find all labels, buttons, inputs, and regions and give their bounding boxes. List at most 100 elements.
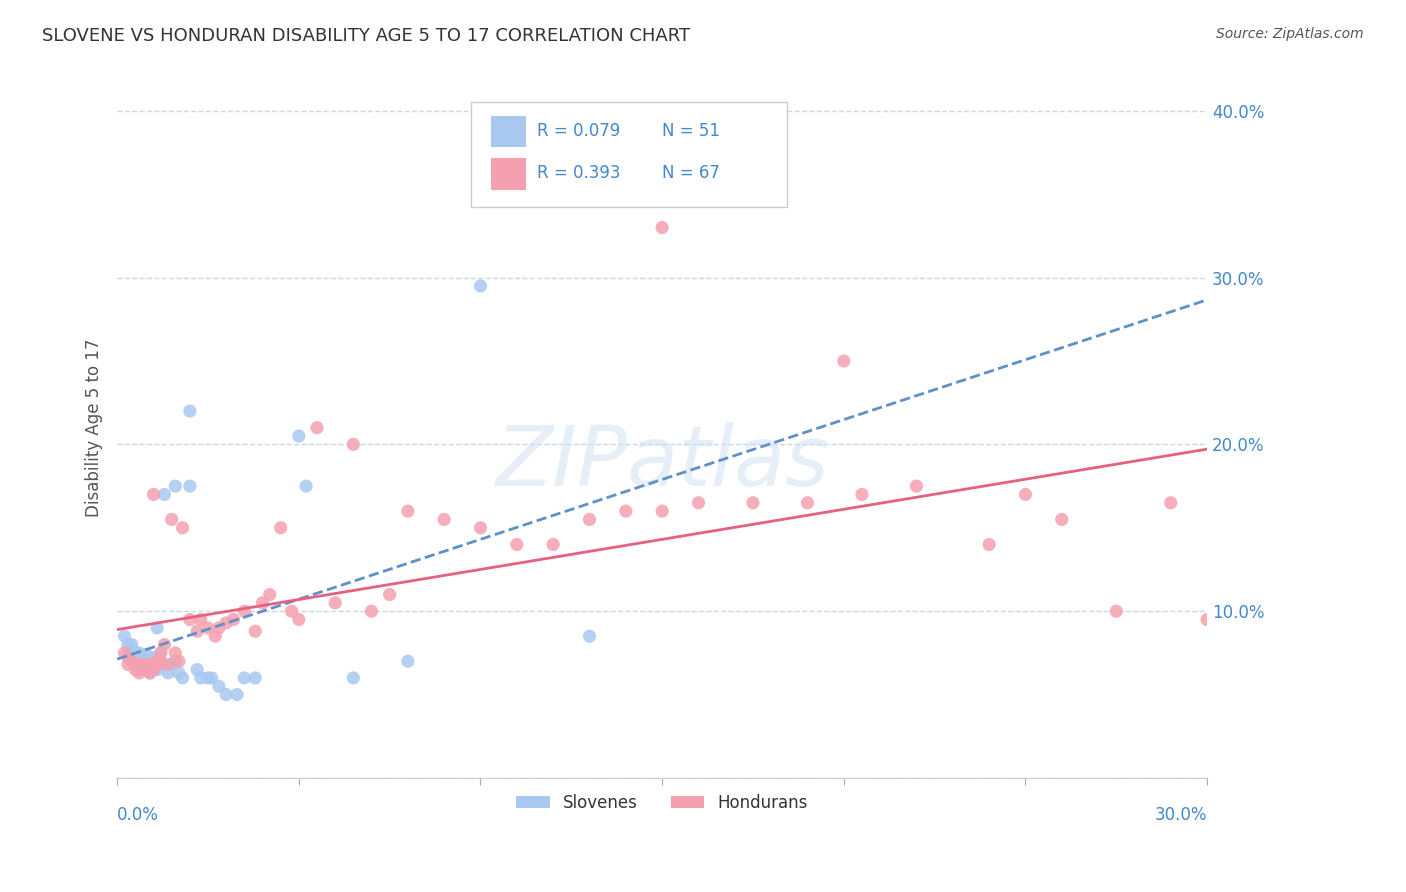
Text: 30.0%: 30.0%: [1154, 806, 1208, 824]
Point: [135, 648, 157, 662]
Point: [160, 657, 183, 672]
Point: [208, 621, 231, 635]
Text: ZIPatlas: ZIPatlas: [495, 422, 830, 503]
Point: [305, 421, 328, 435]
Point: [146, 621, 169, 635]
Point: [153, 638, 176, 652]
Point: [201, 671, 224, 685]
Point: [124, 657, 146, 672]
Point: [396, 654, 419, 668]
Point: [186, 663, 208, 677]
Point: [280, 604, 302, 618]
Bar: [491, 116, 526, 147]
Point: [470, 521, 492, 535]
Point: [142, 651, 165, 665]
Point: [165, 479, 187, 493]
Point: [165, 646, 187, 660]
Point: [1160, 496, 1182, 510]
Point: [245, 671, 267, 685]
Point: [541, 537, 564, 551]
Point: [252, 596, 274, 610]
Point: [190, 613, 212, 627]
Point: [215, 688, 238, 702]
Y-axis label: Disability Age 5 to 17: Disability Age 5 to 17: [86, 338, 103, 517]
Point: [433, 512, 456, 526]
Point: [121, 638, 143, 652]
Point: [506, 537, 529, 551]
Point: [146, 663, 169, 677]
Text: N = 51: N = 51: [662, 122, 720, 140]
Point: [578, 629, 600, 643]
Point: [832, 354, 855, 368]
Point: [114, 646, 136, 660]
Point: [905, 479, 928, 493]
Point: [179, 404, 201, 418]
Point: [142, 663, 165, 677]
Point: [121, 654, 143, 668]
Point: [139, 654, 162, 668]
Point: [157, 665, 180, 680]
Point: [121, 654, 143, 668]
Point: [131, 657, 153, 672]
Point: [131, 651, 153, 665]
Point: [131, 663, 153, 677]
Point: [186, 624, 208, 639]
Point: [204, 629, 226, 643]
Point: [124, 657, 146, 672]
Text: 0.0%: 0.0%: [117, 806, 159, 824]
Point: [142, 487, 165, 501]
Point: [233, 604, 256, 618]
Point: [179, 479, 201, 493]
Point: [149, 646, 172, 660]
Point: [172, 671, 194, 685]
Point: [470, 279, 492, 293]
Point: [233, 671, 256, 685]
Point: [142, 657, 165, 672]
Point: [179, 613, 201, 627]
Point: [135, 663, 157, 677]
Point: [1050, 512, 1073, 526]
Point: [117, 646, 139, 660]
Point: [172, 521, 194, 535]
Point: [139, 657, 162, 672]
Point: [270, 521, 292, 535]
Text: SLOVENE VS HONDURAN DISABILITY AGE 5 TO 17 CORRELATION CHART: SLOVENE VS HONDURAN DISABILITY AGE 5 TO …: [42, 27, 690, 45]
Point: [578, 512, 600, 526]
Point: [215, 615, 238, 630]
Point: [153, 487, 176, 501]
Legend: Slovenes, Hondurans: Slovenes, Hondurans: [509, 788, 814, 819]
Point: [360, 604, 382, 618]
Text: N = 67: N = 67: [662, 164, 720, 183]
Point: [614, 504, 637, 518]
Point: [688, 496, 710, 510]
Point: [396, 504, 419, 518]
Point: [149, 654, 172, 668]
Point: [142, 663, 165, 677]
Point: [149, 646, 172, 660]
Point: [160, 512, 183, 526]
Point: [259, 588, 281, 602]
Point: [288, 613, 311, 627]
Point: [128, 646, 150, 660]
Point: [157, 657, 180, 672]
Point: [295, 479, 318, 493]
Point: [131, 654, 153, 668]
Point: [977, 537, 1000, 551]
Point: [146, 657, 169, 672]
Point: [167, 665, 190, 680]
Text: R = 0.079: R = 0.079: [537, 122, 620, 140]
Point: [651, 220, 673, 235]
Point: [1014, 487, 1036, 501]
Point: [128, 663, 150, 677]
Point: [742, 496, 765, 510]
Point: [114, 629, 136, 643]
Point: [135, 654, 157, 668]
Point: [378, 588, 401, 602]
Point: [226, 688, 249, 702]
Text: Source: ZipAtlas.com: Source: ZipAtlas.com: [1216, 27, 1364, 41]
Point: [1105, 604, 1128, 618]
Point: [149, 657, 172, 672]
Point: [342, 671, 364, 685]
Point: [117, 651, 139, 665]
Point: [117, 657, 139, 672]
